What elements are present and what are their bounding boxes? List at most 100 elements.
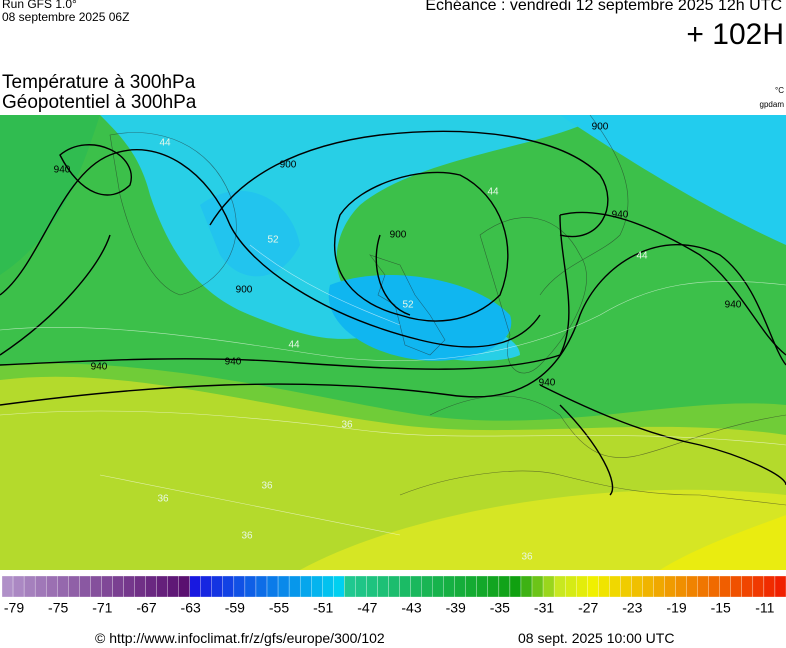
color-swatch	[178, 575, 190, 598]
color-swatch	[79, 575, 91, 598]
color-swatch	[233, 575, 246, 598]
color-swatch	[388, 575, 400, 598]
scale-label: -75	[48, 600, 68, 616]
temp-zone	[0, 115, 100, 275]
color-swatch	[112, 575, 124, 598]
color-swatch	[686, 575, 698, 598]
contour-label: 900	[280, 160, 297, 171]
contour-label: 52	[402, 300, 414, 311]
color-swatch	[708, 575, 720, 598]
scale-label: -19	[666, 600, 686, 616]
scale-label: -23	[622, 600, 642, 616]
temp-zone	[200, 190, 300, 277]
run-label: Run GFS 1.0°	[2, 0, 77, 11]
color-swatch	[752, 575, 765, 598]
color-swatch	[1, 575, 14, 598]
color-swatch	[322, 575, 334, 598]
scale-label: -79	[4, 600, 24, 616]
contour-label: 36	[241, 531, 253, 542]
scale-label: -71	[92, 600, 112, 616]
scale-label: -55	[269, 600, 289, 616]
color-swatch	[288, 575, 301, 598]
contour-label-group: 940 900 44 52 900 900 940 940 44 52 44 900 940 44 940 9…	[54, 122, 742, 563]
color-swatch	[156, 575, 168, 598]
contour-label: 940	[612, 210, 629, 221]
color-swatch	[46, 575, 58, 598]
scale-label: -31	[534, 600, 554, 616]
color-swatch	[167, 575, 179, 598]
contour-label: 36	[341, 420, 353, 431]
color-swatch	[642, 575, 654, 598]
contour-label: 36	[521, 552, 533, 563]
color-swatch	[553, 575, 566, 598]
color-swatch	[675, 575, 687, 598]
scale-label: -11	[755, 600, 774, 616]
color-swatch	[244, 575, 257, 598]
color-swatch	[34, 575, 47, 598]
color-swatch	[344, 575, 356, 598]
color-swatch	[631, 575, 643, 598]
color-swatch	[277, 575, 290, 598]
color-swatch	[12, 575, 25, 598]
contour-label: 36	[261, 481, 273, 492]
contour-label: 940	[54, 165, 71, 176]
scale-label: -51	[313, 600, 333, 616]
color-swatch	[664, 575, 676, 598]
temp-zone	[560, 115, 786, 245]
unit-geopotential: gpdam	[759, 100, 784, 109]
color-swatch	[741, 575, 754, 598]
color-swatch	[509, 575, 522, 598]
color-swatch	[487, 575, 500, 598]
contour-label: 44	[636, 251, 648, 262]
contour-label: 940	[725, 300, 742, 311]
temp-zone	[328, 275, 512, 361]
color-swatch	[763, 575, 776, 598]
contour-label: 940	[539, 378, 556, 389]
color-swatch	[465, 575, 477, 598]
color-swatch	[145, 575, 157, 598]
color-swatch	[587, 575, 599, 598]
color-swatch	[730, 575, 742, 598]
color-swatch	[410, 575, 422, 598]
scale-label: -67	[136, 600, 156, 616]
color-swatch	[222, 575, 235, 598]
color-swatch	[697, 575, 709, 598]
contour-label: 44	[288, 340, 300, 351]
color-swatch	[443, 575, 455, 598]
color-swatch	[68, 575, 80, 598]
color-swatch	[498, 575, 511, 598]
scale-label: -47	[357, 600, 377, 616]
color-swatch	[311, 575, 323, 598]
scale-label: -63	[181, 600, 201, 616]
run-date: 08 septembre 2025 06Z	[2, 10, 130, 24]
color-swatch	[23, 575, 36, 598]
scale-label: -39	[446, 600, 466, 616]
geopotential-contours	[0, 130, 786, 496]
color-swatch	[421, 575, 433, 598]
color-swatch	[620, 575, 632, 598]
color-swatch	[774, 575, 786, 598]
contour-label: 940	[225, 357, 242, 368]
temp-zone	[300, 489, 786, 570]
temp-zone	[660, 515, 786, 570]
color-swatch	[255, 575, 268, 598]
temperature-contours	[0, 244, 786, 536]
color-swatch	[520, 575, 533, 598]
contour-label: 900	[390, 230, 407, 241]
contour-label: 940	[91, 362, 108, 373]
color-swatch	[123, 575, 135, 598]
source-url: © http://www.infoclimat.fr/z/gfs/europe/…	[95, 630, 385, 646]
temp-zone	[100, 115, 600, 361]
color-swatch	[576, 575, 588, 598]
generated-date: 08 sept. 2025 10:00 UTC	[518, 630, 675, 646]
scale-label: -59	[225, 600, 245, 616]
coastlines	[109, 115, 786, 506]
color-swatch	[377, 575, 389, 598]
color-swatch	[200, 575, 212, 598]
scale-label: -27	[578, 600, 598, 616]
contour-label: 44	[487, 187, 499, 198]
color-swatch	[90, 575, 102, 598]
color-swatch	[653, 575, 665, 598]
color-swatch	[355, 575, 367, 598]
